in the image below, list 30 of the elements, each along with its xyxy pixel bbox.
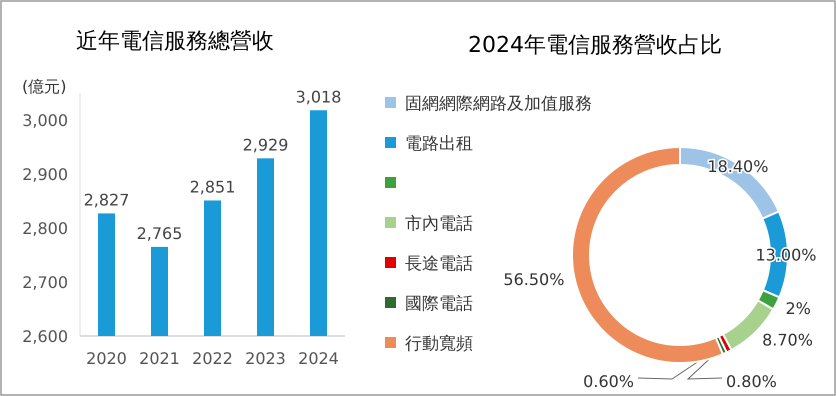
chart-title: 近年電信服務總營收	[76, 29, 274, 54]
data-label: 2,827	[84, 190, 130, 210]
legend-label: 國際電話	[405, 294, 473, 314]
data-label: 18.40%	[707, 157, 768, 176]
y-tick-label: 2,600	[22, 327, 68, 346]
x-tick-label: 2021	[139, 349, 180, 368]
y-tick-label: 2,800	[22, 219, 68, 238]
legend-label: 市內電話	[405, 214, 473, 234]
x-tick-label: 2020	[86, 349, 127, 368]
legend-label: 長途電話	[405, 254, 473, 274]
y-axis-title: (億元)	[22, 77, 66, 96]
legend-label: 電路出租	[405, 134, 473, 154]
data-label: 2%	[785, 298, 811, 318]
y-tick-label: 2,700	[22, 273, 68, 292]
legend-label: 行動寬頻	[405, 334, 473, 354]
x-tick-label: 2023	[245, 349, 286, 368]
legend-label: 固網網際網路及加值服務	[405, 94, 592, 114]
y-tick-label: 2,900	[22, 165, 68, 184]
data-label: 2,765	[136, 224, 182, 243]
data-label: 0.60%	[583, 372, 634, 391]
y-tick-label: 3,000	[22, 111, 68, 130]
data-label: 0.80%	[726, 372, 777, 391]
chart-title: 2024年電信服務營收占比	[468, 33, 722, 58]
data-label: 8.70%	[762, 330, 813, 350]
x-tick-label: 2022	[192, 349, 233, 368]
data-label: 3,018	[296, 87, 342, 106]
x-tick-label: 2024	[298, 349, 339, 368]
data-label: 2,929	[242, 135, 288, 154]
data-label: 2,851	[190, 177, 236, 196]
data-label: 56.50%	[503, 270, 564, 289]
